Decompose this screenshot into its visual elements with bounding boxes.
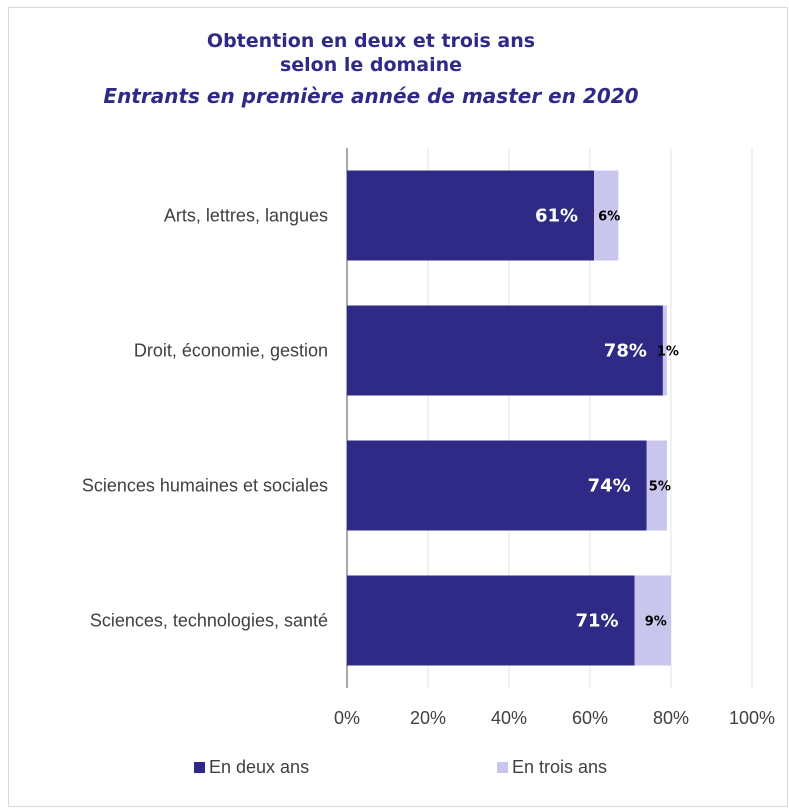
x-tick-label: 20% (410, 708, 446, 728)
category-label: Arts, lettres, langues (164, 206, 328, 226)
data-label-en-trois-ans: 6% (598, 210, 620, 225)
chart-title-line2: selon le domaine (279, 54, 463, 76)
bar-en-deux-ans (347, 440, 647, 531)
chart-frame (8, 7, 788, 807)
data-label-en-deux-ans: 74% (588, 476, 631, 497)
data-label-en-trois-ans: 5% (649, 480, 671, 495)
x-tick-label: 60% (572, 708, 608, 728)
category-label: Sciences, technologies, santé (90, 611, 328, 631)
x-tick-label: 100% (729, 708, 775, 728)
x-tick-label: 80% (653, 708, 689, 728)
data-label-en-deux-ans: 78% (604, 341, 647, 362)
x-tick-label: 40% (491, 708, 527, 728)
bar-en-trois-ans (646, 440, 667, 531)
chart-subtitle: Entrants en première année de master en … (103, 84, 639, 108)
bar-en-deux-ans (347, 305, 663, 396)
legend-swatch (497, 762, 508, 773)
data-label-en-trois-ans: 1% (657, 345, 679, 360)
bar-en-deux-ans (347, 575, 635, 666)
category-label: Sciences humaines et sociales (82, 476, 328, 496)
bar-en-trois-ans (634, 575, 671, 666)
category-label: Droit, économie, gestion (134, 341, 328, 361)
data-label-en-deux-ans: 61% (535, 206, 578, 227)
data-label-en-trois-ans: 9% (645, 615, 667, 630)
bar-en-trois-ans (594, 170, 619, 261)
legend-label: En trois ans (512, 757, 607, 777)
chart-title: Obtention en deux et trois ans (206, 30, 536, 52)
data-label-en-deux-ans: 71% (575, 611, 618, 632)
legend-swatch (194, 762, 205, 773)
bar-en-deux-ans (347, 170, 595, 261)
bar-en-trois-ans (662, 305, 667, 396)
x-tick-label: 0% (334, 708, 360, 728)
legend-label: En deux ans (209, 757, 309, 777)
